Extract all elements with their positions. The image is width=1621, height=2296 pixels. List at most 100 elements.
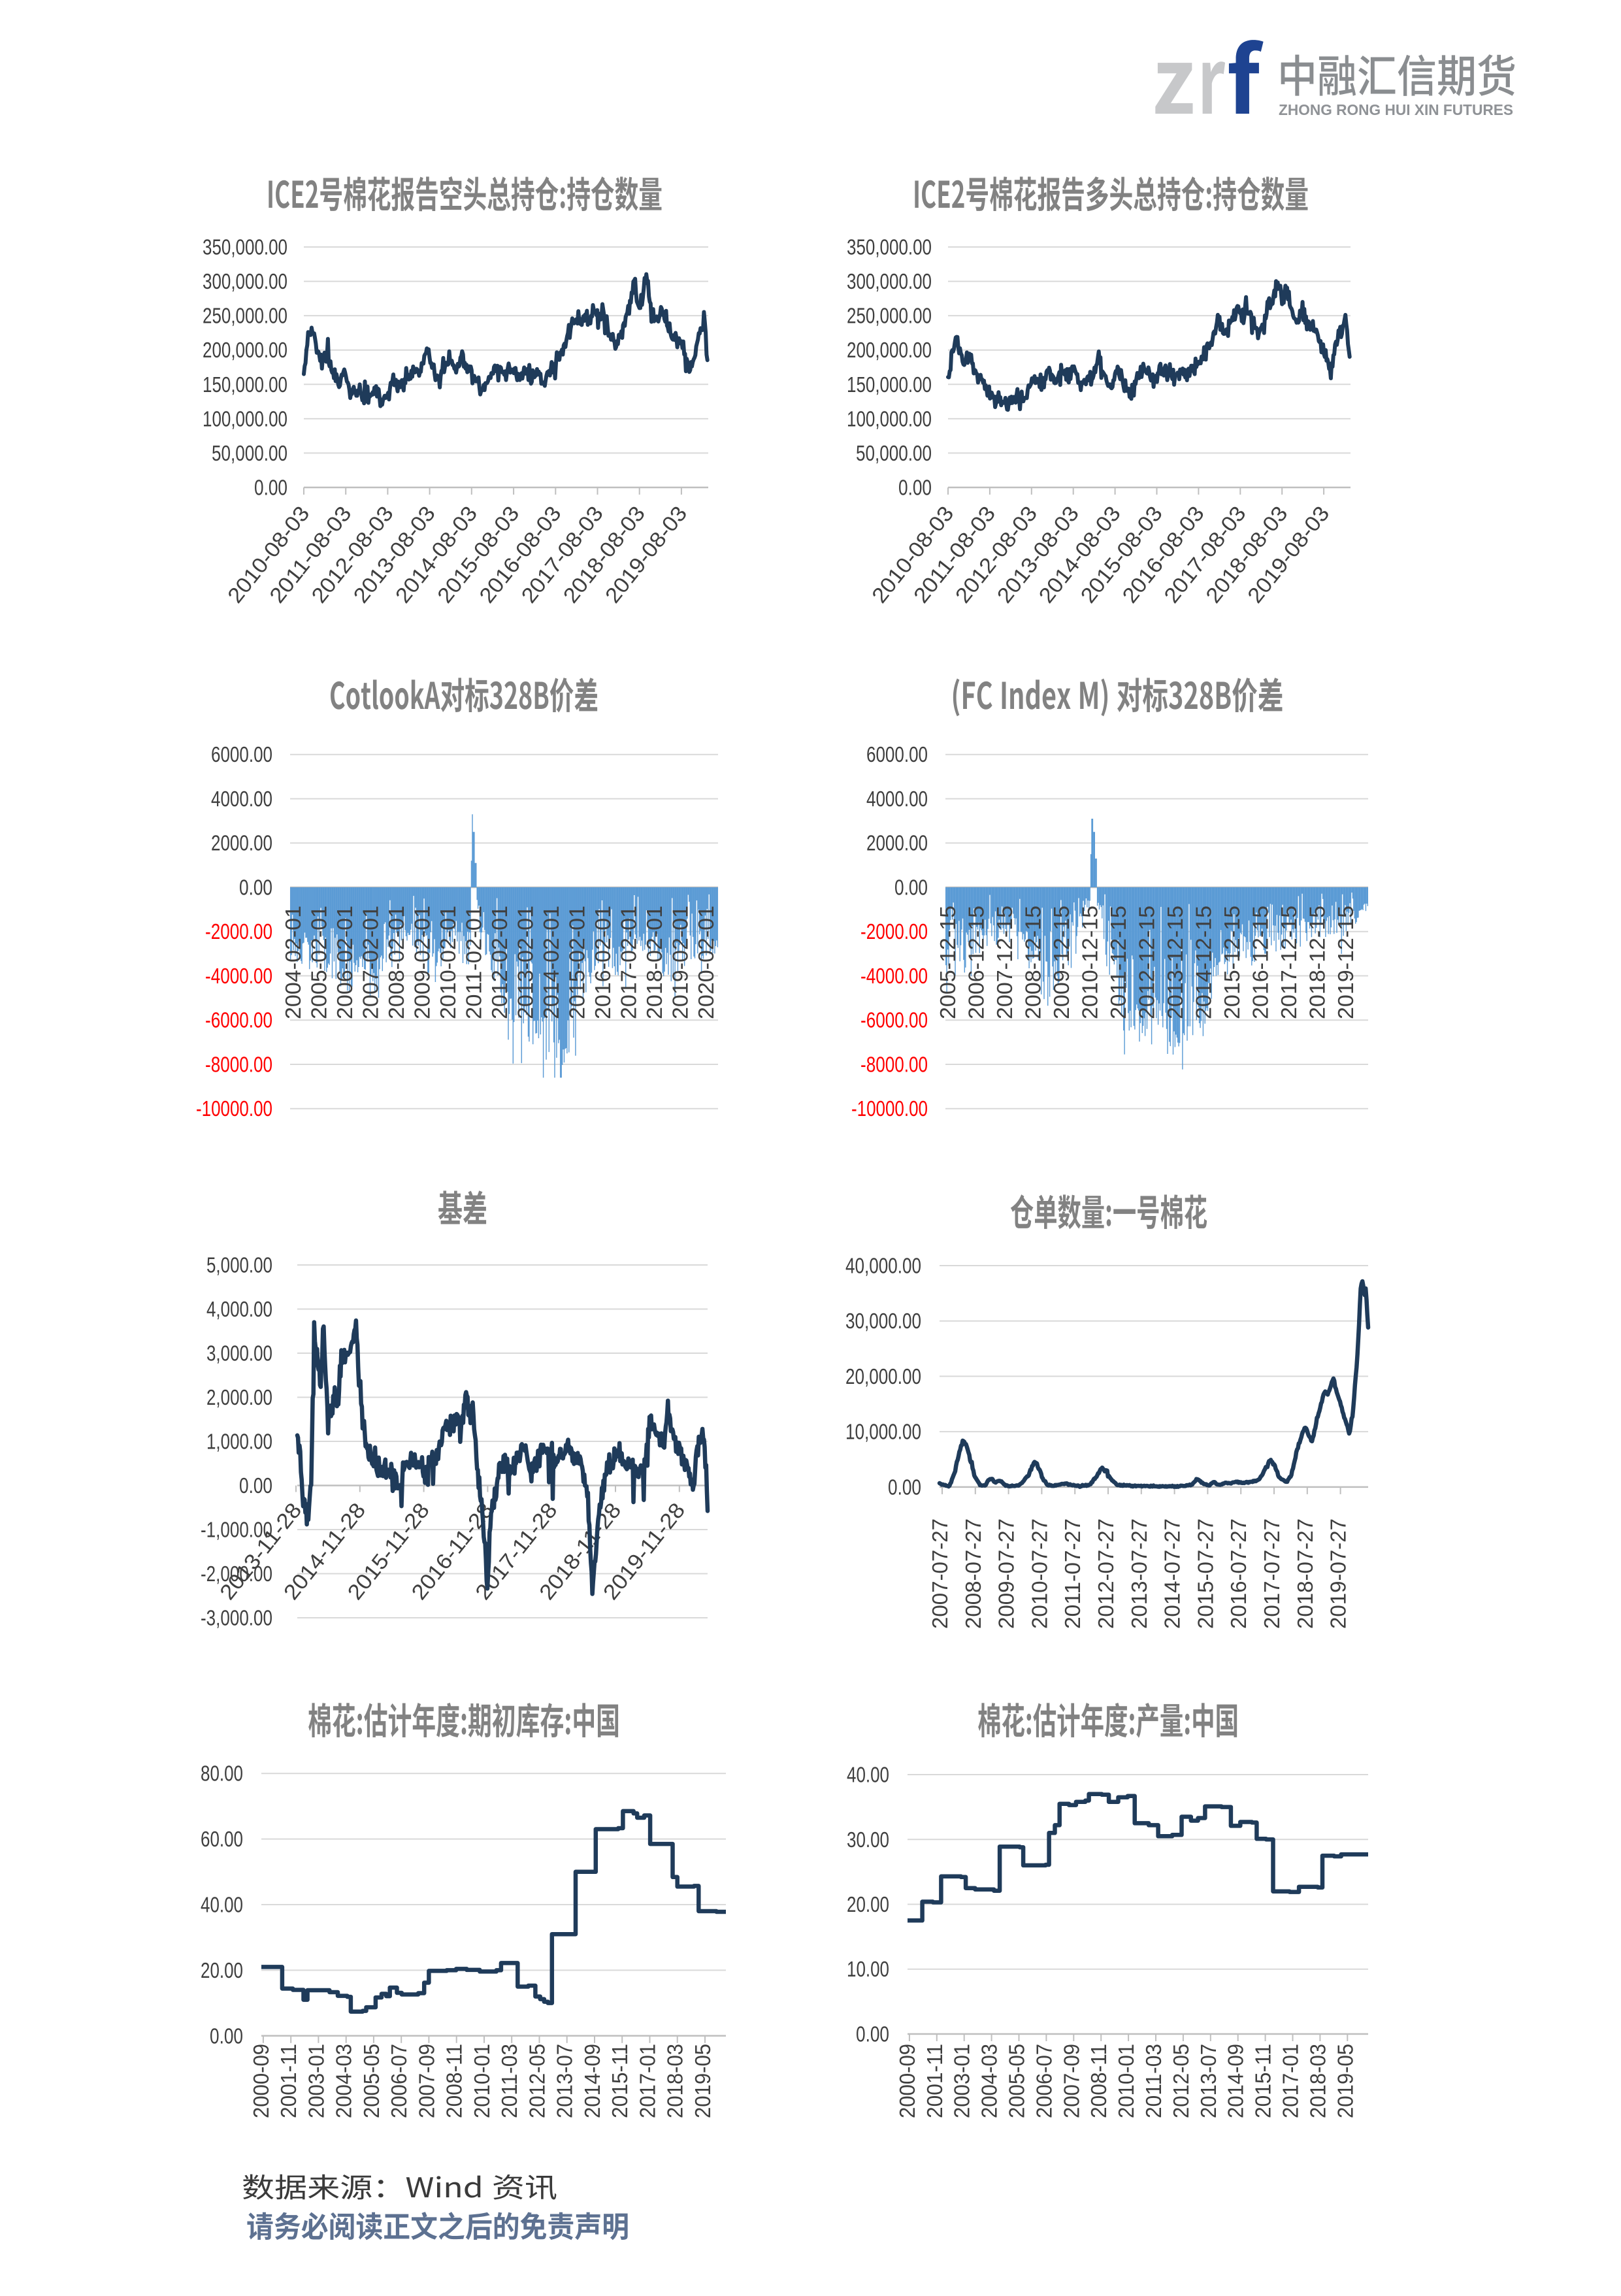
svg-text:2009-02-01: 2009-02-01 <box>410 906 434 1019</box>
svg-text:4,000.00: 4,000.00 <box>206 1297 272 1321</box>
svg-text:-4000.00: -4000.00 <box>205 964 272 988</box>
svg-text:2001-11: 2001-11 <box>923 2044 947 2118</box>
svg-text:2011-03: 2011-03 <box>497 2044 521 2118</box>
svg-text:2014-09: 2014-09 <box>580 2044 604 2118</box>
svg-text:2015-07-27: 2015-07-27 <box>1193 1518 1217 1629</box>
svg-text:0.00: 0.00 <box>856 2022 889 2046</box>
svg-text:-2000.00: -2000.00 <box>205 919 272 943</box>
svg-text:2004-03: 2004-03 <box>332 2044 356 2118</box>
svg-text:2019-02-01: 2019-02-01 <box>668 906 693 1019</box>
svg-text:2004-02-01: 2004-02-01 <box>281 906 305 1019</box>
svg-text:2016-02-01: 2016-02-01 <box>591 906 615 1019</box>
svg-text:2018-02-01: 2018-02-01 <box>642 906 666 1019</box>
svg-text:2013-07: 2013-07 <box>553 2044 577 2118</box>
svg-text:2018-03: 2018-03 <box>663 2044 687 2118</box>
svg-text:2010-01: 2010-01 <box>1114 2044 1138 2118</box>
svg-text:2008-11: 2008-11 <box>1087 2044 1111 2118</box>
svg-text:40.00: 40.00 <box>847 1763 889 1787</box>
svg-text:200,000.00: 200,000.00 <box>847 338 932 362</box>
svg-text:30.00: 30.00 <box>847 1828 889 1852</box>
svg-text:2019-05: 2019-05 <box>691 2044 715 2118</box>
svg-text:2018-03: 2018-03 <box>1305 2044 1330 2118</box>
svg-text:2013-07: 2013-07 <box>1196 2044 1220 2118</box>
svg-text:2001-11: 2001-11 <box>276 2044 301 2118</box>
svg-text:2006-02-01: 2006-02-01 <box>333 906 357 1019</box>
svg-text:30,000.00: 30,000.00 <box>845 1309 921 1333</box>
svg-text:2010-12-15: 2010-12-15 <box>1078 906 1102 1019</box>
svg-text:60.00: 60.00 <box>201 1827 243 1851</box>
svg-text:0.00: 0.00 <box>894 876 928 900</box>
svg-text:2009-12-15: 2009-12-15 <box>1049 906 1073 1019</box>
svg-text:2015-12-15: 2015-12-15 <box>1220 906 1244 1019</box>
svg-text:2003-01: 2003-01 <box>304 2044 328 2118</box>
svg-text:2012-05: 2012-05 <box>525 2044 549 2118</box>
svg-text:-2,000.00: -2,000.00 <box>201 1562 272 1586</box>
svg-text:2004-03: 2004-03 <box>977 2044 1002 2118</box>
svg-text:6000.00: 6000.00 <box>211 742 272 766</box>
svg-text:20.00: 20.00 <box>201 1958 243 1982</box>
svg-text:2008-12-15: 2008-12-15 <box>1021 906 1045 1019</box>
svg-text:2005-02-01: 2005-02-01 <box>307 906 331 1019</box>
svg-text:-6000.00: -6000.00 <box>860 1008 928 1032</box>
svg-text:2018-07-27: 2018-07-27 <box>1293 1518 1317 1629</box>
svg-text:100,000.00: 100,000.00 <box>203 406 287 431</box>
svg-text:2014-09: 2014-09 <box>1224 2044 1248 2118</box>
svg-text:2,000.00: 2,000.00 <box>206 1385 272 1409</box>
svg-text:2010-07-27: 2010-07-27 <box>1027 1518 1051 1629</box>
svg-text:2018-12-15: 2018-12-15 <box>1305 906 1330 1019</box>
svg-text:50,000.00: 50,000.00 <box>856 441 932 465</box>
svg-text:350,000.00: 350,000.00 <box>847 235 932 259</box>
svg-text:2016-12-15: 2016-12-15 <box>1249 906 1273 1019</box>
svg-text:2010-01: 2010-01 <box>470 2044 494 2118</box>
svg-text:-3,000.00: -3,000.00 <box>201 1606 272 1630</box>
svg-text:2017-01: 2017-01 <box>1279 2044 1303 2118</box>
svg-text:2007-09: 2007-09 <box>414 2044 438 2118</box>
svg-text:2016-07-27: 2016-07-27 <box>1226 1518 1251 1629</box>
svg-text:40,000.00: 40,000.00 <box>845 1254 921 1278</box>
svg-text:2000-09: 2000-09 <box>895 2044 919 2118</box>
svg-text:0.00: 0.00 <box>239 1473 272 1498</box>
svg-text:250,000.00: 250,000.00 <box>847 304 932 328</box>
svg-text:2007-09: 2007-09 <box>1059 2044 1083 2118</box>
svg-text:-8000.00: -8000.00 <box>860 1053 928 1077</box>
svg-text:0.00: 0.00 <box>888 1475 921 1499</box>
svg-text:2011-12-15: 2011-12-15 <box>1106 906 1130 1019</box>
svg-text:100,000.00: 100,000.00 <box>847 406 932 431</box>
svg-text:2000.00: 2000.00 <box>211 831 272 855</box>
svg-text:0.00: 0.00 <box>898 476 932 500</box>
svg-text:5,000.00: 5,000.00 <box>206 1253 272 1277</box>
svg-text:250,000.00: 250,000.00 <box>203 304 287 328</box>
svg-text:2006-07: 2006-07 <box>387 2044 411 2118</box>
svg-text:2019-07-27: 2019-07-27 <box>1326 1518 1351 1629</box>
svg-text:20,000.00: 20,000.00 <box>845 1364 921 1388</box>
svg-text:150,000.00: 150,000.00 <box>847 372 932 397</box>
svg-text:2019-12-15: 2019-12-15 <box>1334 906 1358 1019</box>
svg-text:0.00: 0.00 <box>239 876 272 900</box>
svg-text:2005-12-15: 2005-12-15 <box>936 906 960 1019</box>
svg-text:10.00: 10.00 <box>847 1957 889 1981</box>
svg-text:150,000.00: 150,000.00 <box>203 372 287 397</box>
svg-text:0.00: 0.00 <box>254 476 287 500</box>
svg-text:2011-07-27: 2011-07-27 <box>1060 1518 1085 1629</box>
svg-text:2009-07-27: 2009-07-27 <box>994 1518 1019 1629</box>
svg-text:20.00: 20.00 <box>847 1892 889 1916</box>
svg-text:10,000.00: 10,000.00 <box>845 1420 921 1444</box>
svg-text:2006-12-15: 2006-12-15 <box>964 906 989 1019</box>
svg-text:2015-11: 2015-11 <box>608 2044 632 2118</box>
svg-text:80.00: 80.00 <box>201 1762 243 1786</box>
svg-text:2008-07-27: 2008-07-27 <box>961 1518 985 1629</box>
svg-text:2012-07-27: 2012-07-27 <box>1094 1518 1118 1629</box>
svg-text:2010-02-01: 2010-02-01 <box>436 906 460 1019</box>
svg-text:2017-01: 2017-01 <box>636 2044 660 2118</box>
svg-text:2011-03: 2011-03 <box>1141 2044 1166 2118</box>
svg-text:4000.00: 4000.00 <box>211 787 272 811</box>
svg-text:2014-07-27: 2014-07-27 <box>1160 1518 1185 1629</box>
svg-text:50,000.00: 50,000.00 <box>212 441 287 465</box>
svg-text:-10000.00: -10000.00 <box>196 1096 272 1121</box>
svg-text:-2000.00: -2000.00 <box>860 919 928 943</box>
svg-text:-8000.00: -8000.00 <box>205 1053 272 1077</box>
svg-text:6000.00: 6000.00 <box>866 742 928 766</box>
svg-text:2008-02-01: 2008-02-01 <box>384 906 408 1019</box>
svg-text:3,000.00: 3,000.00 <box>206 1341 272 1366</box>
svg-text:2014-02-01: 2014-02-01 <box>539 906 563 1019</box>
